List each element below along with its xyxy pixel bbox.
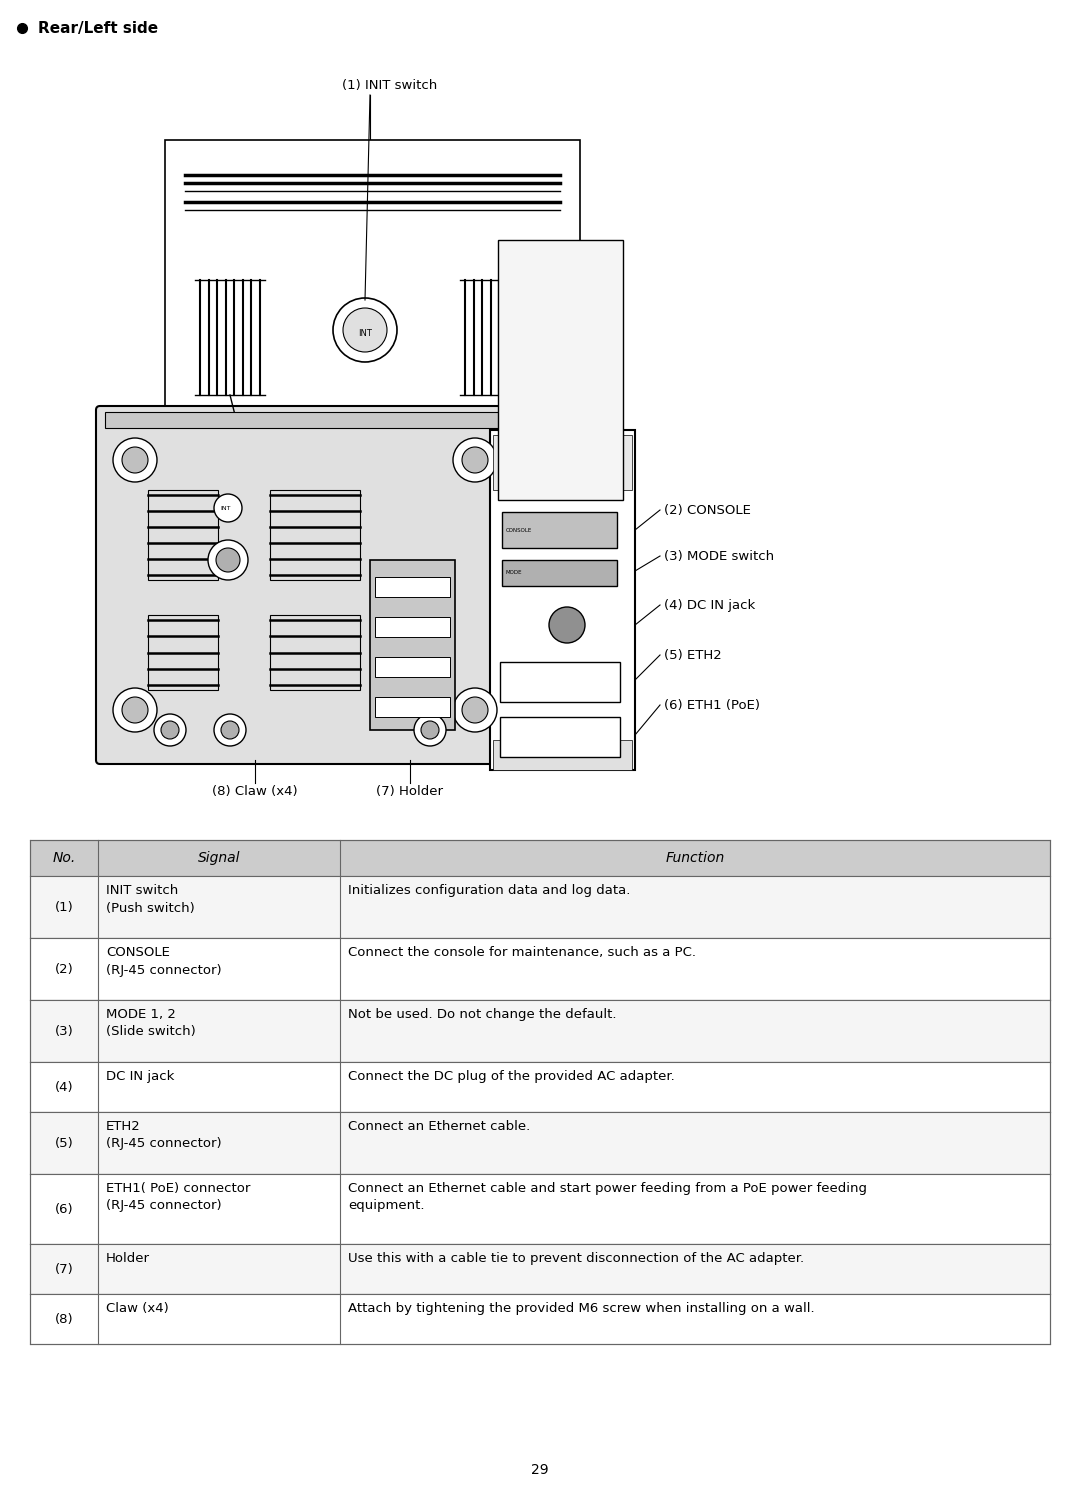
- Bar: [375, 697, 450, 717]
- Text: Not be used. Do not change the default.: Not be used. Do not change the default.: [348, 1008, 617, 1021]
- Text: INIT switch
(Push switch): INIT switch (Push switch): [106, 884, 194, 914]
- Text: Connect the console for maintenance, such as a PC.: Connect the console for maintenance, suc…: [348, 946, 696, 959]
- Circle shape: [113, 688, 157, 732]
- Circle shape: [333, 298, 397, 361]
- Bar: [492, 435, 632, 489]
- Bar: [30, 938, 1050, 1000]
- Bar: [148, 489, 218, 580]
- Text: Signal: Signal: [198, 851, 240, 864]
- Text: (1) INIT switch: (1) INIT switch: [342, 78, 437, 92]
- Circle shape: [343, 309, 387, 352]
- Text: (2): (2): [55, 962, 73, 976]
- Bar: [375, 657, 450, 678]
- FancyBboxPatch shape: [96, 407, 514, 764]
- Text: (4) DC IN jack: (4) DC IN jack: [664, 598, 755, 611]
- Bar: [105, 413, 505, 428]
- Text: 29: 29: [531, 1462, 549, 1477]
- Circle shape: [421, 721, 438, 739]
- Bar: [492, 739, 632, 770]
- Text: MODE: MODE: [507, 569, 523, 574]
- Text: Connect an Ethernet cable.: Connect an Ethernet cable.: [348, 1120, 530, 1133]
- Text: ETH2
(RJ-45 connector): ETH2 (RJ-45 connector): [106, 1120, 221, 1151]
- Circle shape: [208, 541, 248, 580]
- Bar: [270, 489, 360, 580]
- Text: (4): (4): [55, 1080, 73, 1093]
- Text: (2) CONSOLE: (2) CONSOLE: [664, 503, 751, 517]
- Text: (7) Holder: (7) Holder: [377, 785, 444, 798]
- Text: Attach by tightening the provided M6 screw when installing on a wall.: Attach by tightening the provided M6 scr…: [348, 1303, 814, 1315]
- Bar: [30, 1175, 1050, 1244]
- Bar: [375, 617, 450, 637]
- Bar: [30, 1062, 1050, 1111]
- Circle shape: [161, 721, 179, 739]
- Text: (6) ETH1 (PoE): (6) ETH1 (PoE): [664, 699, 760, 711]
- Bar: [30, 1000, 1050, 1062]
- Text: (5): (5): [55, 1137, 73, 1149]
- Circle shape: [214, 494, 242, 523]
- Text: CONSOLE
(RJ-45 connector): CONSOLE (RJ-45 connector): [106, 946, 221, 976]
- Circle shape: [462, 697, 488, 723]
- Text: Holder: Holder: [106, 1251, 150, 1265]
- Circle shape: [414, 714, 446, 745]
- Text: Initializes configuration data and log data.: Initializes configuration data and log d…: [348, 884, 631, 898]
- Text: (6): (6): [55, 1202, 73, 1215]
- Bar: [375, 577, 450, 596]
- Bar: [502, 560, 617, 586]
- Text: ETH1( PoE) connector
(RJ-45 connector): ETH1( PoE) connector (RJ-45 connector): [106, 1182, 251, 1212]
- Bar: [30, 840, 1050, 876]
- Text: (1): (1): [55, 901, 73, 914]
- Text: INT: INT: [359, 328, 372, 337]
- Circle shape: [549, 607, 585, 643]
- Bar: [502, 512, 617, 548]
- Text: Rear/Left side: Rear/Left side: [38, 21, 158, 36]
- Text: (7): (7): [55, 1262, 73, 1276]
- Bar: [370, 560, 455, 730]
- Text: Connect an Ethernet cable and start power feeding from a PoE power feeding
equip: Connect an Ethernet cable and start powe…: [348, 1182, 867, 1212]
- Circle shape: [154, 714, 186, 745]
- Bar: [30, 876, 1050, 938]
- Text: Function: Function: [665, 851, 725, 864]
- Text: (5) ETH2: (5) ETH2: [664, 649, 721, 661]
- Circle shape: [453, 688, 497, 732]
- Text: DC IN jack: DC IN jack: [106, 1069, 174, 1083]
- Circle shape: [221, 721, 239, 739]
- Bar: [498, 239, 623, 500]
- Bar: [165, 140, 580, 440]
- Circle shape: [462, 447, 488, 473]
- Text: Connect the DC plug of the provided AC adapter.: Connect the DC plug of the provided AC a…: [348, 1069, 675, 1083]
- Bar: [148, 614, 218, 690]
- Bar: [30, 1294, 1050, 1343]
- Text: INT: INT: [220, 506, 231, 511]
- Text: MODE 1, 2
(Slide switch): MODE 1, 2 (Slide switch): [106, 1008, 195, 1039]
- Text: Use this with a cable tie to prevent disconnection of the AC adapter.: Use this with a cable tie to prevent dis…: [348, 1251, 805, 1265]
- Bar: [490, 431, 635, 770]
- Circle shape: [122, 447, 148, 473]
- Text: Claw (x4): Claw (x4): [106, 1303, 168, 1315]
- Text: (8) Claw (x4): (8) Claw (x4): [212, 785, 298, 798]
- Text: (3) MODE switch: (3) MODE switch: [664, 550, 774, 563]
- Text: (8): (8): [55, 1313, 73, 1325]
- Bar: [500, 663, 620, 702]
- Bar: [30, 1111, 1050, 1175]
- Bar: [30, 1244, 1050, 1294]
- Bar: [500, 717, 620, 758]
- Circle shape: [122, 697, 148, 723]
- Circle shape: [216, 548, 240, 572]
- Bar: [270, 614, 360, 690]
- Text: CONSOLE: CONSOLE: [507, 527, 532, 533]
- Circle shape: [214, 714, 246, 745]
- Circle shape: [453, 438, 497, 482]
- Text: No.: No.: [52, 851, 76, 864]
- Circle shape: [113, 438, 157, 482]
- Text: (3): (3): [55, 1024, 73, 1038]
